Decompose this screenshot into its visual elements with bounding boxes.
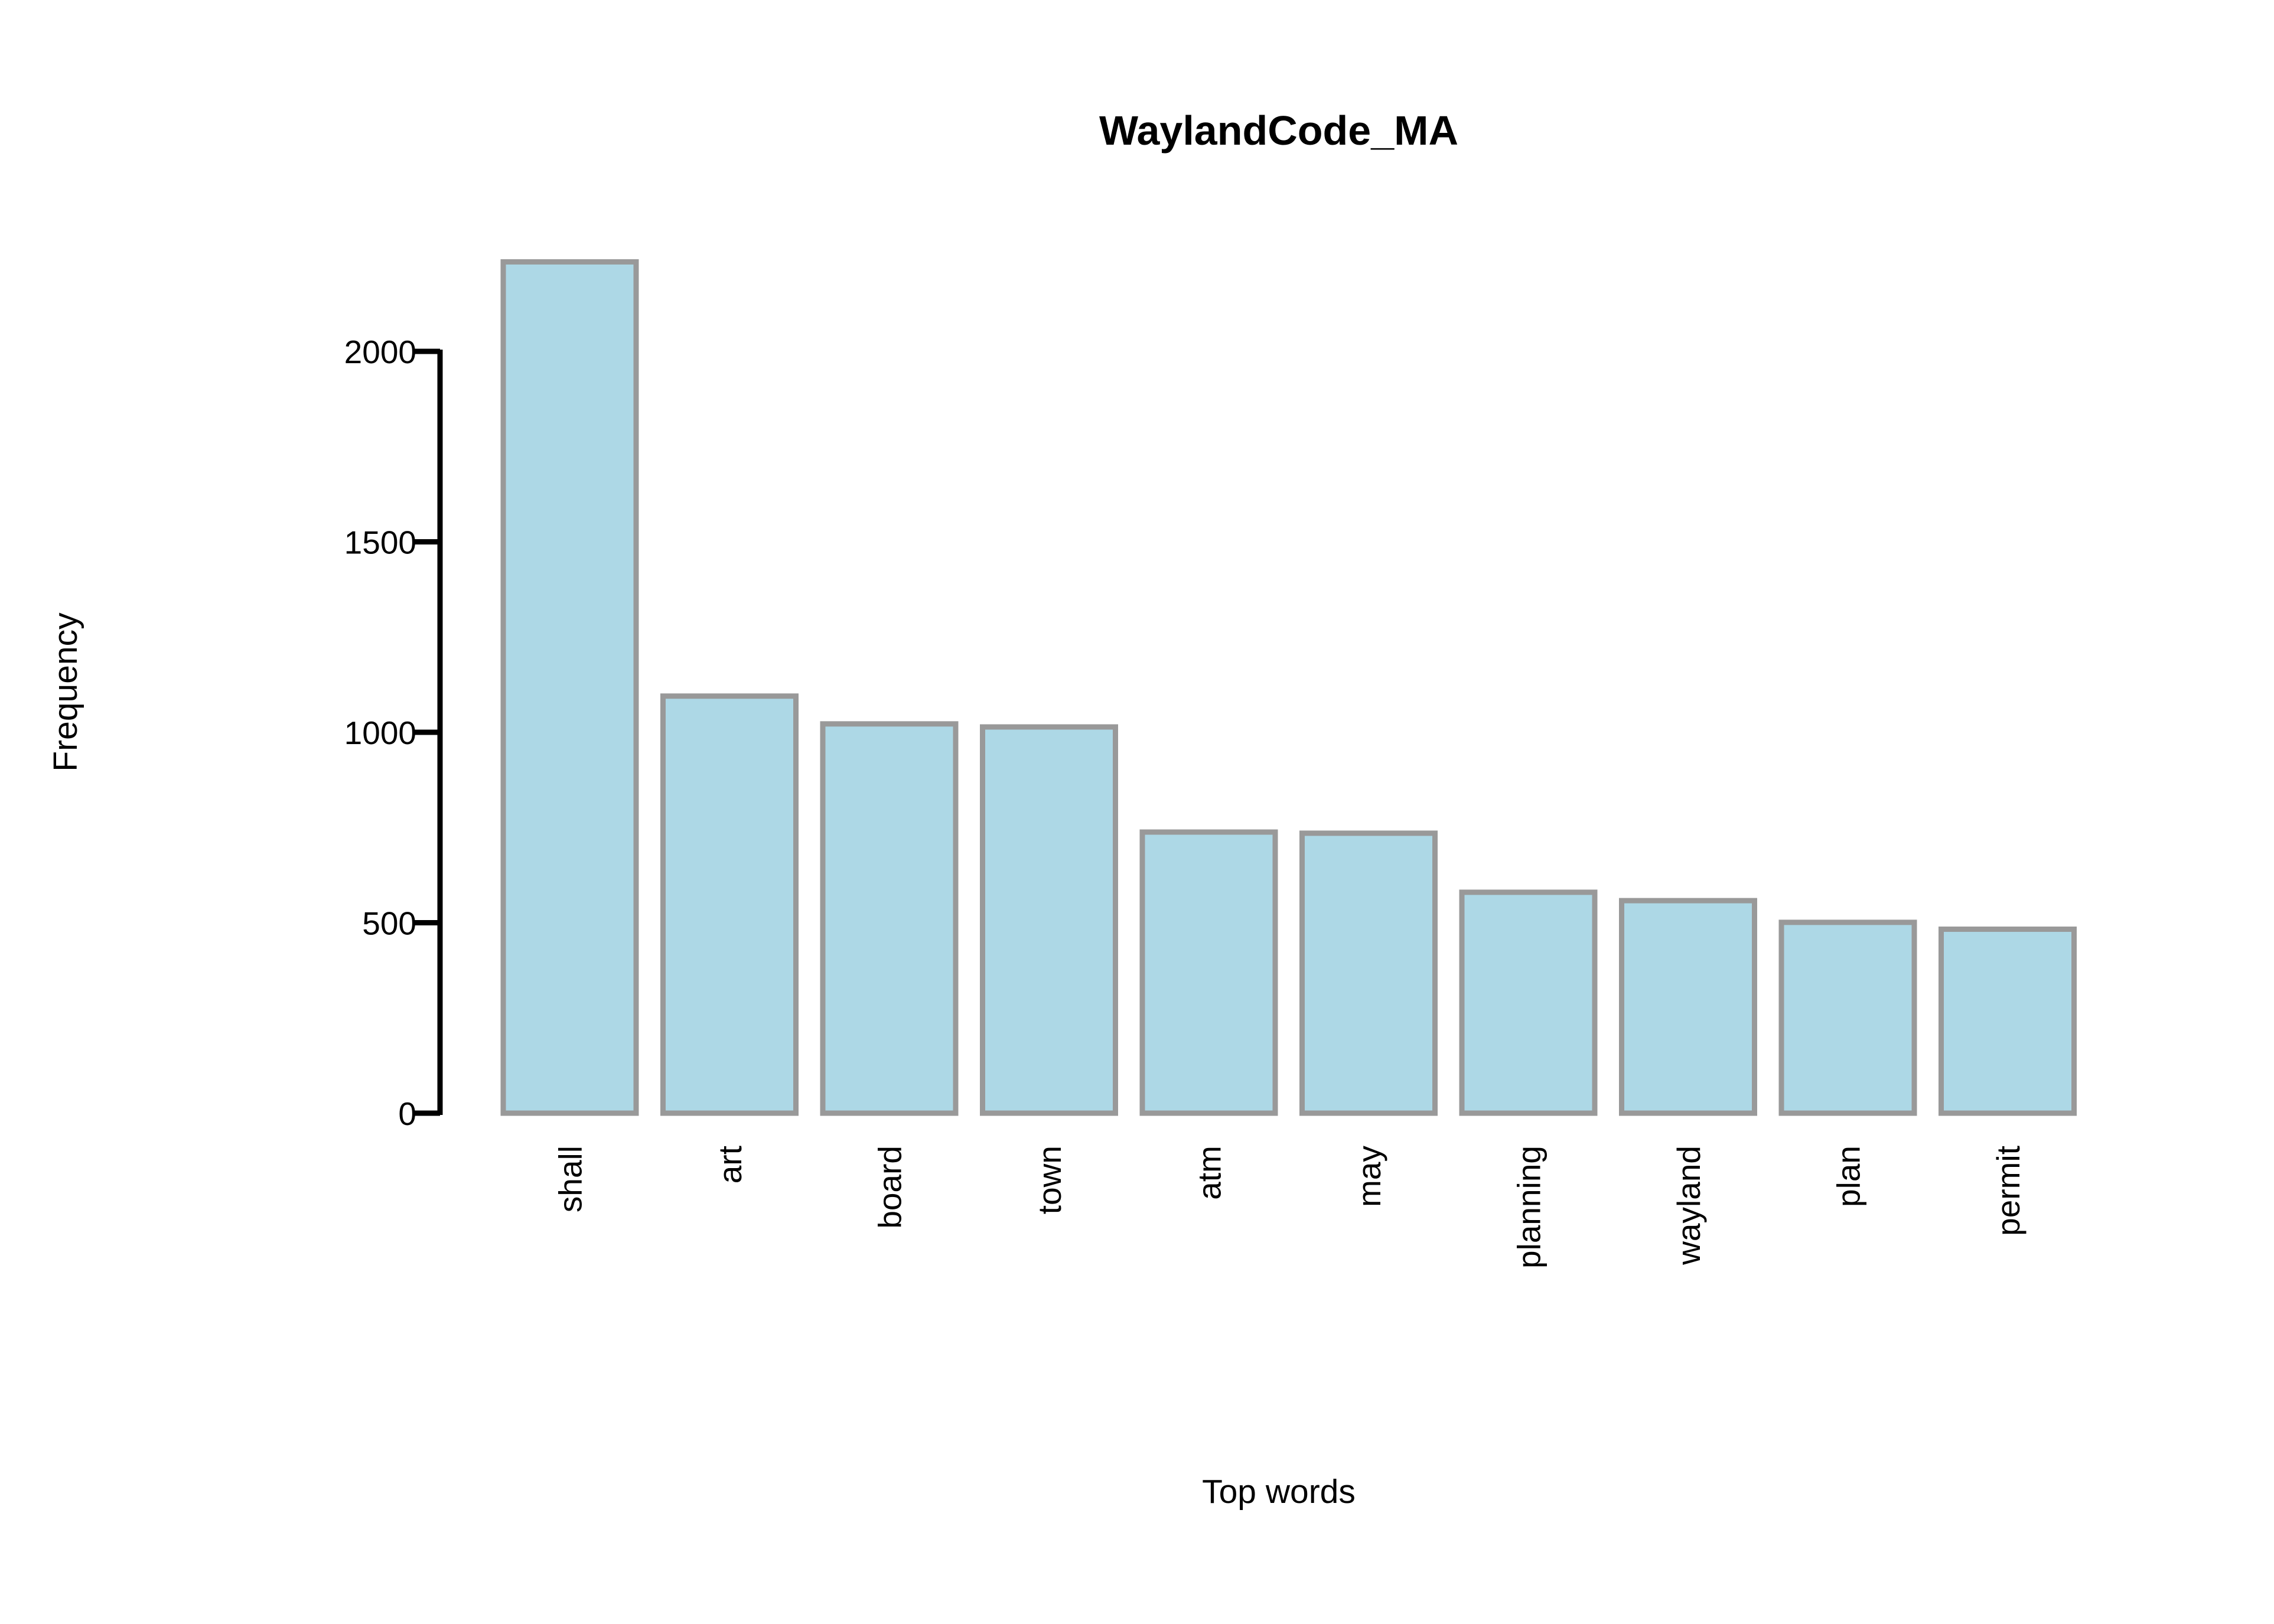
x-tick-label: art <box>712 1146 748 1183</box>
x-tick-label: planning <box>1511 1146 1548 1268</box>
y-tick-label: 500 <box>362 905 416 942</box>
x-axis-ticks: shall art board town atm may planning wayland pl… <box>552 1146 2027 1268</box>
bars <box>500 259 2077 1116</box>
bar-art <box>660 693 799 1116</box>
x-tick-label: wayland <box>1670 1146 1707 1266</box>
y-axis: 0 500 1000 1500 2000 <box>344 334 443 1132</box>
y-tick-label: 1000 <box>344 715 416 751</box>
x-tick-label: permit <box>1990 1146 2027 1236</box>
x-tick-label: board <box>872 1146 908 1229</box>
y-tick-label: 1500 <box>344 524 416 561</box>
y-tick-label: 0 <box>398 1095 416 1132</box>
chart-title: WaylandCode_MA <box>1099 107 1458 154</box>
bar-atm <box>1139 829 1278 1116</box>
x-tick-label: may <box>1351 1146 1387 1207</box>
x-tick-label: town <box>1031 1146 1068 1214</box>
y-tick-label: 2000 <box>344 334 416 370</box>
x-tick-label: plan <box>1830 1146 1867 1207</box>
y-axis-label: Frequency <box>47 612 84 772</box>
x-tick-label: atm <box>1191 1146 1228 1200</box>
bar-permit <box>1939 926 2077 1116</box>
bar-town <box>980 724 1118 1116</box>
bar-plan <box>1778 919 1917 1116</box>
x-axis-label: Top words <box>1202 1473 1356 1511</box>
x-tick-label: shall <box>552 1146 589 1212</box>
bar-shall <box>500 259 639 1116</box>
bar-wayland <box>1619 898 1757 1116</box>
bar-may <box>1299 830 1438 1116</box>
bar-board <box>820 721 959 1116</box>
bar-planning <box>1459 889 1598 1116</box>
